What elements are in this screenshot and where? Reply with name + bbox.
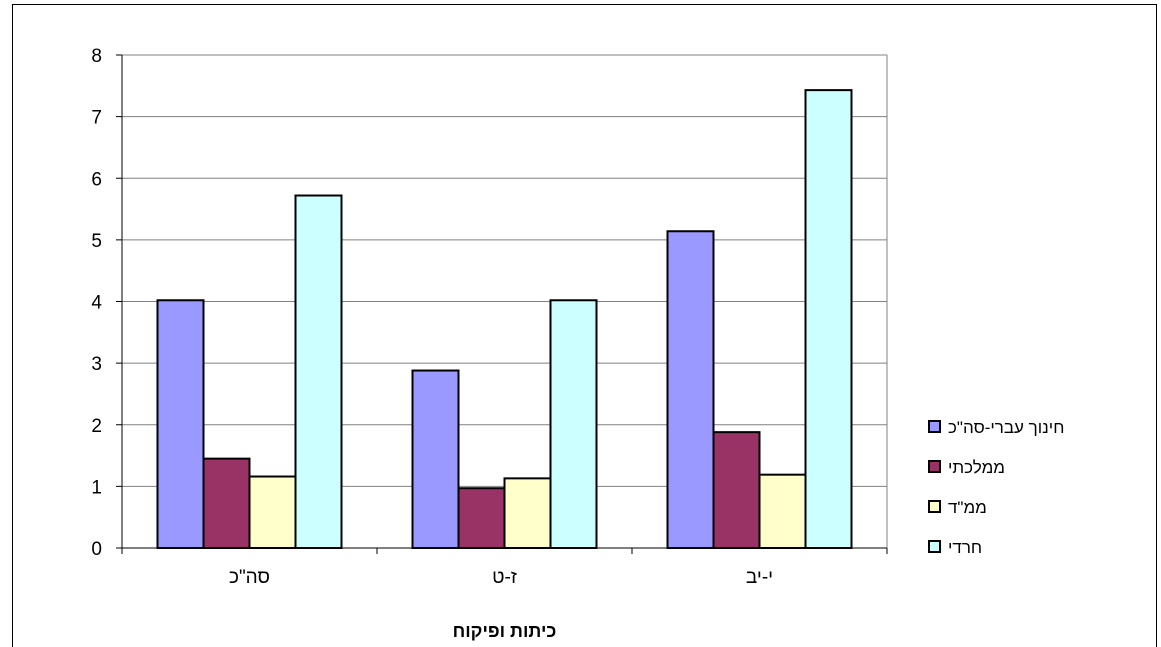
- legend-swatch: [928, 420, 941, 433]
- bar: [804, 89, 853, 549]
- y-tick-label: 4: [91, 293, 102, 314]
- y-tick-label: 7: [91, 108, 102, 129]
- legend-swatch: [928, 540, 941, 553]
- x-tick-label: סה"כ: [229, 567, 270, 588]
- y-tick-label: 3: [91, 354, 102, 375]
- bar: [758, 473, 807, 550]
- bar: [294, 194, 343, 549]
- bar: [411, 369, 460, 549]
- axes: [116, 54, 888, 554]
- y-tick-label: 6: [91, 169, 102, 190]
- bars: [156, 89, 853, 550]
- bar: [503, 477, 552, 549]
- y-tick-label: 0: [91, 539, 102, 560]
- y-tick-label: 2: [91, 416, 102, 437]
- y-tick-label: 1: [91, 477, 102, 498]
- legend: חינוך עברי-סה"כ ממלכתי ממ"ד חרדי: [928, 418, 1064, 557]
- y-tick-label: 8: [91, 46, 102, 67]
- bar: [156, 299, 205, 549]
- y-tick-label: 5: [91, 231, 102, 252]
- x-tick-label: י-יב: [746, 567, 773, 588]
- gridlines: [122, 54, 888, 548]
- y-tick-labels: 0 1 2 3 4 5 6 7 8: [91, 46, 102, 560]
- bar: [549, 299, 598, 549]
- legend-label: ממ"ד: [948, 498, 987, 517]
- x-tick-labels: סה"כ ז-ט י-יב: [229, 567, 773, 588]
- legend-label: חינוך עברי-סה"כ: [948, 418, 1064, 437]
- legend-swatch: [928, 500, 941, 513]
- bar: [457, 487, 506, 550]
- bar: [202, 457, 251, 549]
- bar: [712, 431, 761, 549]
- legend-swatch: [928, 460, 941, 473]
- bar: [248, 475, 297, 550]
- x-tick-label: ז-ט: [492, 567, 517, 588]
- legend-label: ממלכתי: [948, 458, 1005, 477]
- legend-label: חרדי: [948, 538, 982, 557]
- x-axis-label: כיתות ופיקוח: [453, 621, 557, 641]
- bar: [666, 230, 715, 549]
